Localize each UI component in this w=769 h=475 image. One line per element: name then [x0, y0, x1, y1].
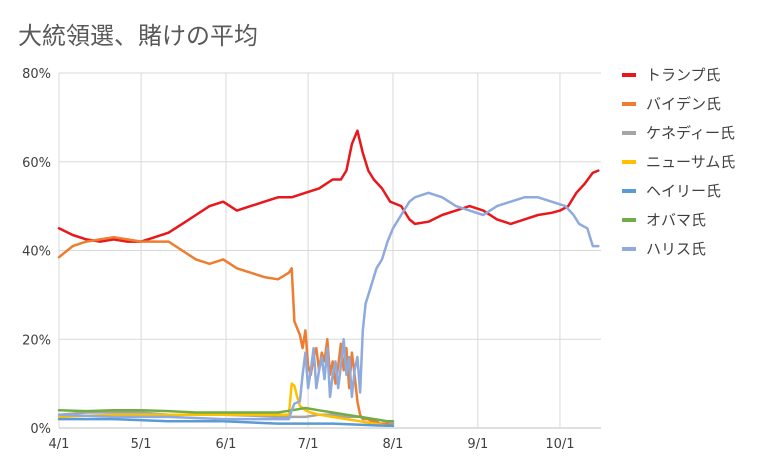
legend-swatch: [622, 72, 636, 77]
legend-label: トランプ氏: [646, 66, 721, 84]
y-tick-label: 20%: [22, 333, 51, 348]
legend-item: ニューサム氏: [622, 147, 735, 176]
x-tick-label: 9/1: [467, 437, 488, 452]
x-tick-label: 6/1: [216, 437, 237, 452]
legend-swatch: [622, 130, 636, 135]
x-tick-label: 5/1: [131, 437, 152, 452]
series-line: [57, 129, 600, 243]
chart-title: 大統領選、賭けの平均: [18, 22, 258, 50]
legend-swatch: [622, 101, 636, 106]
y-tick-label: 80%: [22, 67, 51, 82]
legend-swatch: [622, 217, 636, 222]
y-tick-label: 0%: [30, 422, 51, 437]
series-line: [57, 191, 600, 421]
x-tick-label: 8/1: [382, 437, 403, 452]
legend-item: ケネディー氏: [622, 118, 735, 147]
legend-label: ケネディー氏: [646, 124, 735, 142]
legend-item: ヘイリー氏: [622, 176, 735, 205]
y-tick-label: 40%: [22, 245, 51, 260]
legend-swatch: [622, 246, 636, 251]
legend-swatch: [622, 188, 636, 193]
series-line: [57, 406, 395, 423]
legend-item: トランプ氏: [622, 60, 735, 89]
y-tick-label: 60%: [22, 156, 51, 171]
legend-label: ニューサム氏: [646, 153, 736, 171]
legend-label: ハリス氏: [646, 240, 707, 258]
x-tick-label: 7/1: [298, 437, 319, 452]
legend-item: バイデン氏: [622, 89, 735, 118]
legend-label: オバマ氏: [646, 211, 707, 229]
x-tick-label: 4/1: [49, 437, 70, 452]
legend: トランプ氏バイデン氏ケネディー氏 ニューサム氏 ヘイリー氏オバマ氏ハリス氏: [622, 60, 735, 263]
legend-label: ヘイリー氏: [646, 182, 722, 200]
series-line: [57, 382, 395, 428]
legend-item: オバマ氏: [622, 205, 735, 234]
legend-swatch: [622, 159, 636, 164]
x-tick-label: 10/1: [545, 437, 574, 452]
series-line: [57, 417, 395, 428]
legend-label: バイデン氏: [646, 95, 722, 113]
legend-item: ハリス氏: [622, 234, 735, 263]
